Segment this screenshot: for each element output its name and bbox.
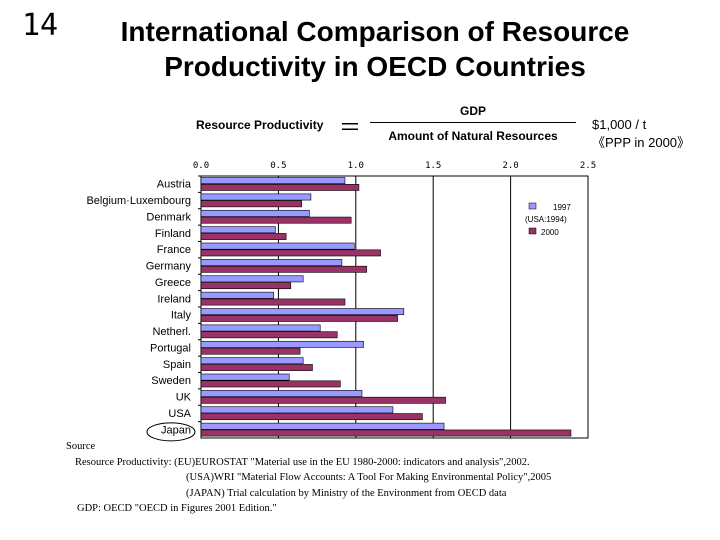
bar-2000 (200, 396, 446, 404)
bar-1997 (200, 226, 276, 234)
bar-2000 (200, 265, 367, 273)
category-label: Sweden (151, 375, 191, 387)
x-tick-label: 1.5 (425, 161, 441, 171)
bar-1997 (200, 324, 321, 332)
category-label: Denmark (146, 211, 191, 223)
category-label: France (157, 244, 191, 256)
source-line-2: (USA)WRI "Material Flow Accounts: A Tool… (186, 472, 552, 483)
title-line-1: International Comparison of Resource (120, 16, 630, 47)
bar-2000 (200, 184, 360, 191)
source-line-4: GDP: OECD "OECD in Figures 2001 Edition.… (77, 503, 277, 514)
bar-1997 (200, 242, 355, 250)
bar-2000 (200, 413, 423, 421)
bar-2000 (200, 233, 287, 240)
category-label: Ireland (157, 293, 191, 305)
formula-numerator: GDP (459, 104, 486, 118)
formula-denominator: Amount of Natural Resources (388, 129, 558, 143)
category-label: Germany (146, 261, 192, 273)
category-label: Italy (171, 310, 192, 322)
x-tick-label: 1.0 (348, 161, 364, 171)
category-label: USA (168, 408, 191, 420)
bar-2000 (200, 314, 398, 322)
bar-2000 (200, 347, 301, 355)
unit-line-2: 《PPP in 2000》 (592, 135, 691, 150)
category-label: Austria (157, 179, 192, 191)
bar-1997 (200, 193, 312, 201)
bar-1997 (200, 390, 363, 397)
x-tick-label: 2.0 (502, 161, 518, 171)
category-label: Greece (155, 277, 191, 289)
bar-2000 (200, 249, 381, 257)
bar-1997 (200, 406, 394, 414)
category-label: Spain (163, 359, 191, 371)
legend-label-1997: 1997 (553, 203, 571, 212)
x-tick-label: 0.5 (270, 161, 286, 171)
bar-1997 (200, 308, 405, 315)
slide-number: 14 (22, 8, 59, 43)
bar-2000 (200, 298, 346, 306)
bar-1997 (200, 177, 346, 184)
bar-1997 (200, 422, 445, 430)
unit-note: $1,000 / t 《PPP in 2000》 (592, 116, 690, 152)
source-line-1: Resource Productivity: (EU)EUROSTAT "Mat… (75, 456, 530, 468)
bar-1997 (200, 357, 304, 365)
category-label: Belgium·Luxembourg (86, 195, 191, 207)
category-label: UK (176, 392, 192, 404)
formula-fraction-line (370, 122, 576, 123)
legend-swatch-1997 (528, 202, 537, 210)
x-tick-label: 0.0 (193, 161, 209, 171)
legend-label-2000: 2000 (541, 228, 559, 237)
source-block: Source Resource Productivity: (EU)EUROST… (66, 439, 551, 517)
x-tick-label: 2.5 (580, 161, 596, 171)
bar-2000 (200, 216, 352, 224)
bar-2000 (200, 200, 302, 208)
bar-1997 (200, 259, 343, 266)
category-label: Finland (155, 228, 191, 240)
title-line-2: Productivity in OECD Countries (164, 51, 586, 82)
bar-1997 (200, 209, 310, 217)
bar-1997 (200, 340, 364, 348)
category-label: Japan (161, 424, 191, 436)
legend-swatch-2000 (528, 227, 537, 235)
formula-label: Resource Productivity (196, 118, 324, 132)
highlight-circle (146, 422, 196, 442)
page-title: International Comparison of Resource Pro… (80, 14, 670, 84)
bar-1997 (200, 373, 290, 381)
formula-equals: ＝ (339, 115, 362, 140)
source-line-3: (JAPAN) Trial calculation by Ministry of… (186, 487, 507, 499)
bar-1997 (200, 275, 304, 283)
category-label: Netherl. (152, 326, 191, 338)
bar-2000 (200, 282, 292, 290)
bar-2000 (200, 331, 338, 339)
bar-2000 (200, 380, 341, 388)
source-heading: Source (66, 441, 96, 452)
bar-2000 (200, 364, 313, 371)
bar-1997 (200, 291, 275, 299)
category-label: Portugal (150, 342, 191, 354)
bar-2000 (200, 429, 572, 437)
unit-line-1: $1,000 / t (592, 117, 647, 132)
legend-note: (USA:1994) (525, 215, 567, 224)
